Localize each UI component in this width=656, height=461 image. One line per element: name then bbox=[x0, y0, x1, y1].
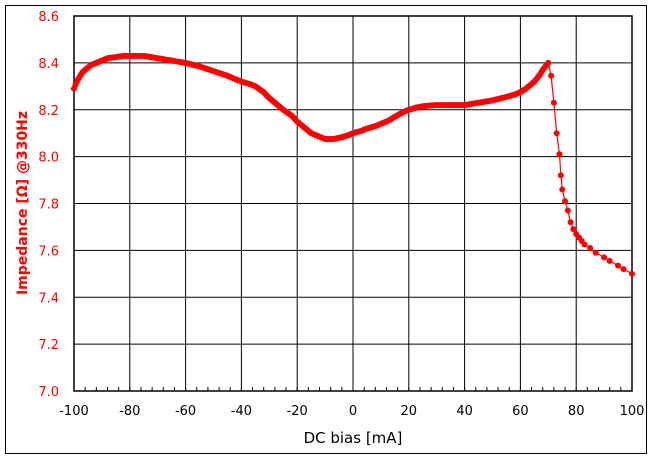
y-axis-label: Impedance [Ω] @330Hz bbox=[15, 111, 31, 295]
y-tick-label: 7.0 bbox=[38, 385, 59, 400]
data-point bbox=[545, 59, 552, 66]
x-tick-label: 20 bbox=[401, 404, 418, 419]
data-point bbox=[557, 172, 564, 179]
y-tick-label: 7.8 bbox=[38, 198, 59, 213]
data-point bbox=[606, 257, 613, 264]
data-point bbox=[601, 254, 608, 261]
y-tick-label: 8.6 bbox=[38, 10, 59, 25]
y-tick-label: 8.4 bbox=[38, 57, 59, 72]
data-point bbox=[629, 270, 635, 277]
y-tick-label: 8.2 bbox=[38, 104, 59, 119]
data-point bbox=[562, 198, 569, 205]
data-point bbox=[553, 130, 560, 137]
y-tick-label: 7.6 bbox=[38, 244, 59, 259]
data-point bbox=[548, 72, 555, 79]
grid-lines bbox=[73, 15, 633, 392]
y-tick-label: 7.4 bbox=[38, 291, 59, 306]
data-point bbox=[620, 266, 627, 273]
x-axis-ticks: -100 -80 -60 -40 -20 0 20 40 60 80 100 bbox=[59, 404, 644, 419]
x-tick-label: -60 bbox=[175, 404, 196, 419]
y-tick-label: 8.0 bbox=[38, 151, 59, 166]
data-point bbox=[550, 99, 557, 106]
y-tick-label: 7.2 bbox=[38, 338, 59, 353]
data-point bbox=[559, 186, 566, 193]
impedance-series-markers bbox=[71, 52, 635, 277]
data-point bbox=[570, 226, 577, 233]
x-tick-label: 100 bbox=[620, 404, 645, 419]
data-point bbox=[556, 151, 563, 158]
data-point bbox=[567, 219, 574, 226]
data-point bbox=[615, 262, 622, 269]
x-tick-label: -100 bbox=[59, 404, 89, 419]
plot-area bbox=[73, 15, 633, 392]
x-tick-label: -80 bbox=[119, 404, 140, 419]
x-tick-label: -40 bbox=[231, 404, 252, 419]
x-tick-label: 40 bbox=[456, 404, 473, 419]
data-point bbox=[564, 207, 571, 214]
data-point bbox=[592, 249, 599, 256]
x-tick-label: -20 bbox=[287, 404, 308, 419]
chart-frame bbox=[5, 5, 647, 454]
data-point bbox=[581, 241, 588, 248]
x-tick-label: 60 bbox=[512, 404, 529, 419]
x-axis-label: DC bias [mA] bbox=[304, 429, 403, 447]
data-point bbox=[587, 245, 594, 252]
y-axis-ticks: 7.0 7.2 7.4 7.6 7.8 8.0 8.2 8.4 8.6 bbox=[38, 10, 59, 400]
x-tick-label: 0 bbox=[349, 404, 357, 419]
x-tick-label: 80 bbox=[568, 404, 585, 419]
